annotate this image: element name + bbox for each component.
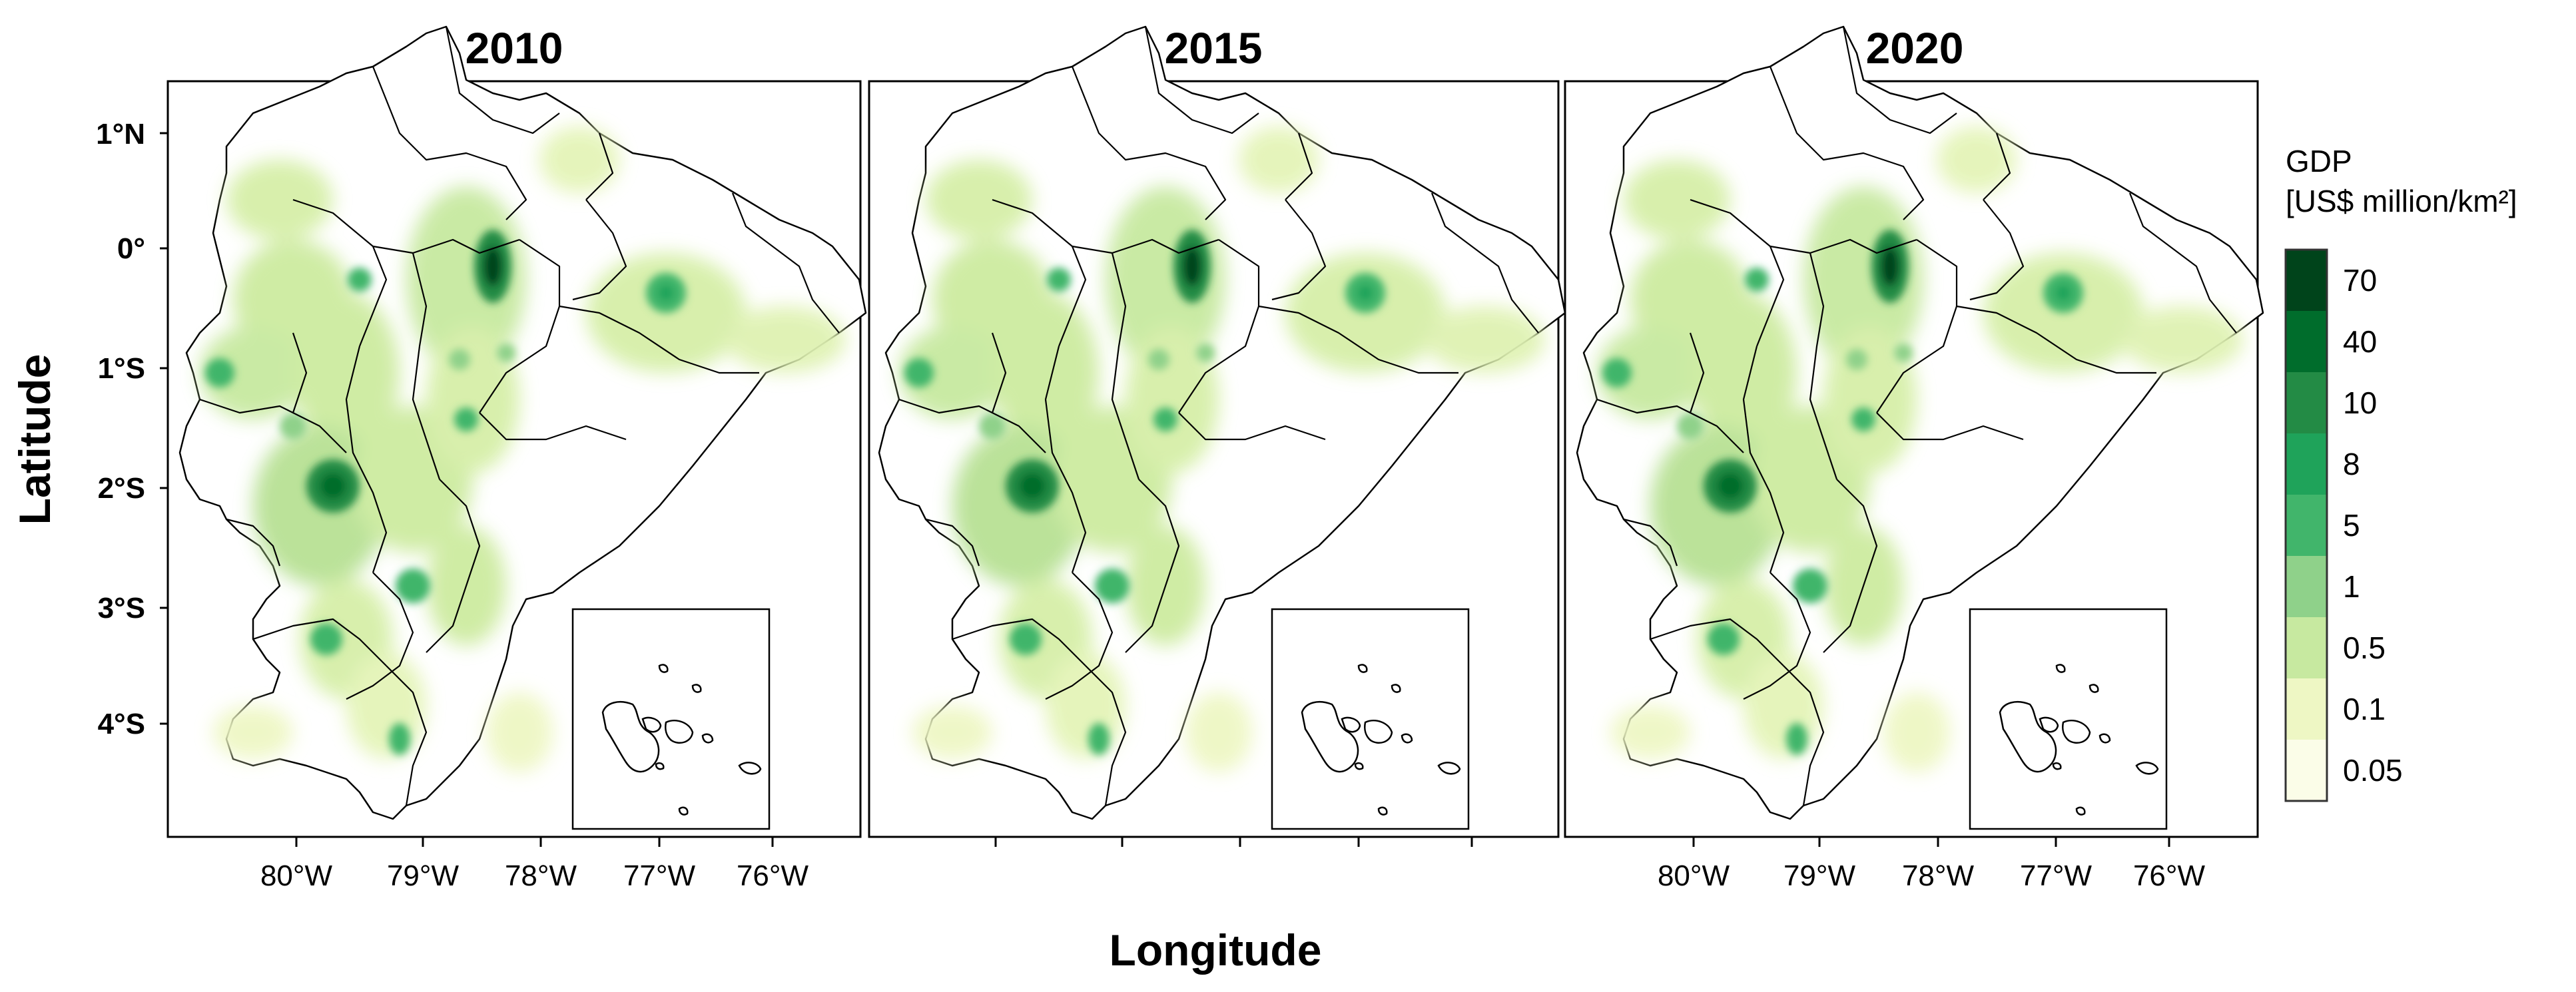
legend-swatches: 70 40 10 8 5 1 0.5 0.1 0.05 — [2284, 248, 2403, 802]
panel-title-2020: 2020 — [1866, 23, 1964, 73]
lon-tick-label: 79°W — [1783, 860, 1856, 892]
legend-label: 10 — [2343, 385, 2377, 420]
longitude-ticks-2010: 80°W 79°W 78°W 77°W 76°W — [260, 860, 809, 892]
lat-tick-label: 2°S — [98, 472, 145, 505]
lon-tick-label: 77°W — [623, 860, 696, 892]
legend-label: 0.05 — [2343, 753, 2403, 788]
panel-title-2015: 2015 — [1165, 23, 1263, 73]
lon-tick-label: 76°W — [2133, 860, 2206, 892]
legend-unit: [US$ million/km²] — [2286, 184, 2517, 218]
legend-label: 0.5 — [2343, 630, 2386, 665]
legend-label: 1 — [2343, 569, 2360, 604]
lat-tick-label: 1°N — [96, 118, 145, 150]
lon-tick-label: 80°W — [260, 860, 333, 892]
legend-swatch — [2286, 495, 2327, 556]
map-panel-2010 — [166, 27, 866, 838]
lon-tick-label: 80°W — [1658, 860, 1730, 892]
lat-tick-label: 0° — [117, 232, 145, 265]
legend-swatch — [2286, 250, 2327, 311]
legend-swatch — [2286, 556, 2327, 617]
legend-swatch — [2286, 433, 2327, 495]
lat-tick-label: 3°S — [98, 592, 145, 624]
lon-tick-label: 79°W — [387, 860, 460, 892]
map-panel-2020 — [1564, 27, 2263, 838]
lon-tick-label: 78°W — [505, 860, 577, 892]
y-axis-title: Latitude — [10, 354, 59, 525]
legend-swatch — [2286, 678, 2327, 740]
longitude-ticks-2020: 80°W 79°W 78°W 77°W 76°W — [1658, 860, 2206, 892]
lon-tick-label: 76°W — [737, 860, 809, 892]
legend: GDP [US$ million/km²] 70 40 10 8 5 1 0.5 0.1 0.0… — [2284, 144, 2517, 802]
latitude-ticks: 1°N 0° 1°S 2°S 3°S 4°S — [96, 118, 168, 740]
map-panel-2015 — [868, 27, 1565, 838]
panel-title-2010: 2010 — [466, 23, 563, 73]
legend-label: 8 — [2343, 447, 2360, 481]
legend-label: 5 — [2343, 508, 2360, 543]
legend-label: 0.1 — [2343, 692, 2386, 726]
legend-swatch — [2286, 617, 2327, 678]
lat-tick-label: 1°S — [98, 352, 145, 385]
legend-swatch — [2286, 311, 2327, 372]
lon-tick-label: 78°W — [1902, 860, 1975, 892]
lon-tick-label: 77°W — [2020, 860, 2093, 892]
lat-tick-label: 4°S — [98, 708, 145, 740]
legend-label: 40 — [2343, 324, 2377, 359]
legend-swatch — [2286, 372, 2327, 433]
legend-title: GDP — [2286, 144, 2352, 178]
legend-swatch — [2286, 740, 2327, 801]
legend-bar-border — [2284, 248, 2328, 802]
legend-label: 70 — [2343, 263, 2377, 298]
x-axis-title: Longitude — [1110, 925, 1322, 975]
